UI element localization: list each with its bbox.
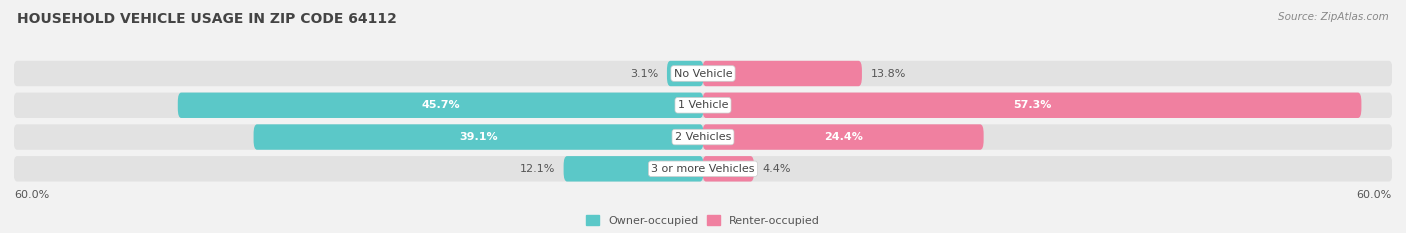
- FancyBboxPatch shape: [177, 93, 703, 118]
- FancyBboxPatch shape: [703, 124, 984, 150]
- Text: 45.7%: 45.7%: [422, 100, 460, 110]
- FancyBboxPatch shape: [703, 156, 754, 182]
- Text: 3 or more Vehicles: 3 or more Vehicles: [651, 164, 755, 174]
- Text: Source: ZipAtlas.com: Source: ZipAtlas.com: [1278, 12, 1389, 22]
- FancyBboxPatch shape: [703, 61, 862, 86]
- FancyBboxPatch shape: [253, 124, 703, 150]
- Text: 57.3%: 57.3%: [1012, 100, 1052, 110]
- Text: HOUSEHOLD VEHICLE USAGE IN ZIP CODE 64112: HOUSEHOLD VEHICLE USAGE IN ZIP CODE 6411…: [17, 12, 396, 26]
- Text: 12.1%: 12.1%: [519, 164, 555, 174]
- FancyBboxPatch shape: [14, 61, 1392, 86]
- FancyBboxPatch shape: [14, 124, 1392, 150]
- Text: 13.8%: 13.8%: [870, 69, 905, 79]
- Text: 60.0%: 60.0%: [14, 190, 49, 200]
- FancyBboxPatch shape: [564, 156, 703, 182]
- FancyBboxPatch shape: [14, 156, 1392, 182]
- Text: 4.4%: 4.4%: [762, 164, 792, 174]
- Text: 1 Vehicle: 1 Vehicle: [678, 100, 728, 110]
- Text: 3.1%: 3.1%: [630, 69, 658, 79]
- Text: 60.0%: 60.0%: [1357, 190, 1392, 200]
- Legend: Owner-occupied, Renter-occupied: Owner-occupied, Renter-occupied: [581, 211, 825, 230]
- FancyBboxPatch shape: [14, 93, 1392, 118]
- Text: No Vehicle: No Vehicle: [673, 69, 733, 79]
- Text: 2 Vehicles: 2 Vehicles: [675, 132, 731, 142]
- FancyBboxPatch shape: [666, 61, 703, 86]
- Text: 24.4%: 24.4%: [824, 132, 862, 142]
- FancyBboxPatch shape: [703, 93, 1361, 118]
- Text: 39.1%: 39.1%: [460, 132, 498, 142]
